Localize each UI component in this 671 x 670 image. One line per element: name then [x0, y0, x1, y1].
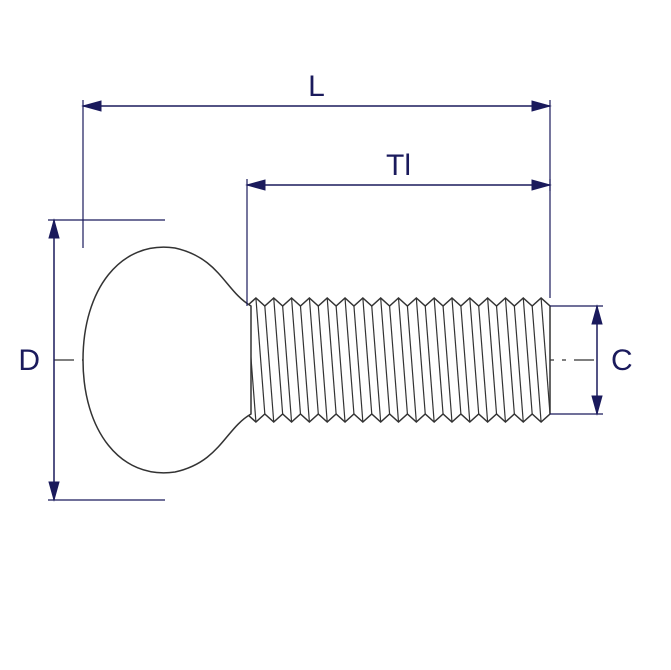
dimension-Tl: Tl [247, 149, 550, 306]
thumb-screw-diagram: L Tl D C [0, 0, 671, 670]
label-C: C [611, 344, 633, 377]
shaft [247, 298, 550, 422]
label-L: L [308, 70, 325, 103]
thumb-head [83, 247, 251, 473]
label-Tl: Tl [386, 149, 411, 182]
label-D: D [18, 344, 40, 377]
